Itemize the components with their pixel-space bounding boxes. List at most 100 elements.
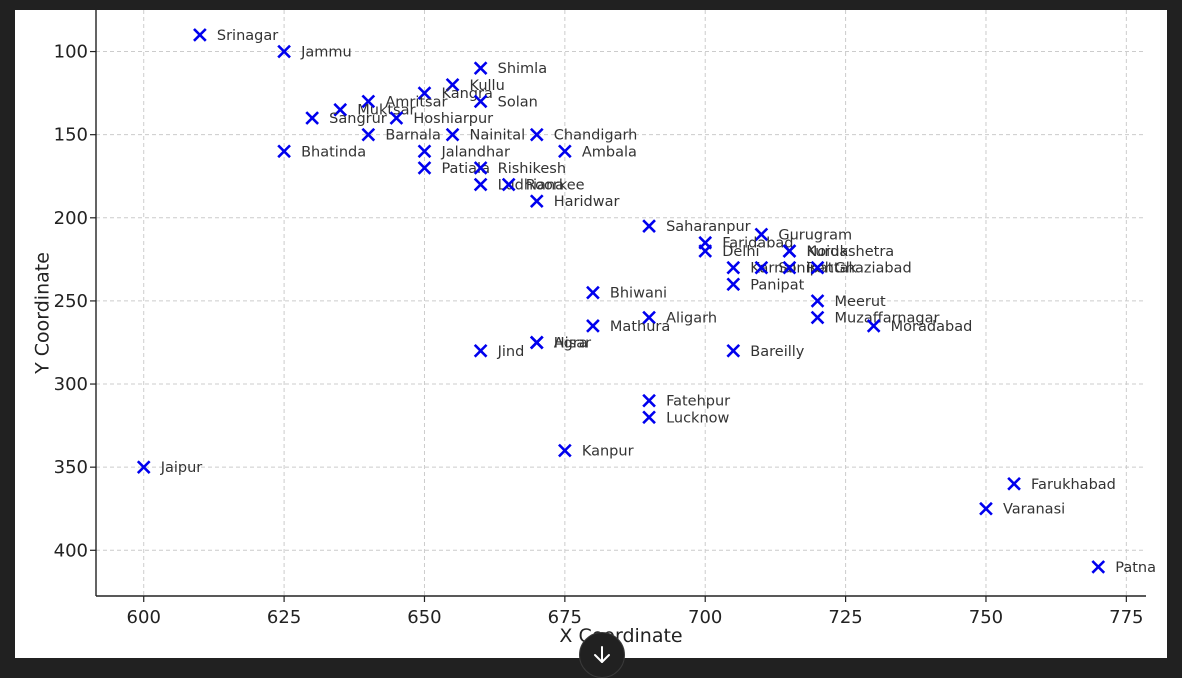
point-marker — [417, 144, 432, 159]
point-label: Solan — [498, 94, 538, 110]
point-label: Haridwar — [554, 194, 620, 210]
x-tick-label: 650 — [407, 607, 441, 628]
data-point: Hisar — [529, 335, 591, 351]
point-label: Barnala — [385, 128, 441, 144]
point-label: Roorkee — [526, 178, 585, 194]
point-marker — [754, 227, 769, 242]
point-marker — [979, 501, 993, 516]
tick-labels: 600 625 650 675 700 725 750 775 100 150 200 250 300 3… — [54, 42, 1144, 628]
data-point: Ghaziabad — [810, 260, 912, 277]
point-marker — [473, 61, 488, 76]
y-tick-label: 350 — [54, 457, 88, 478]
point-marker — [642, 219, 656, 233]
point-label: Aligarh — [666, 311, 717, 327]
point-marker — [698, 244, 713, 258]
scroll-down-button[interactable] — [579, 632, 625, 678]
data-point: Bhatinda — [277, 144, 366, 160]
point-marker — [810, 310, 825, 325]
data-point: Nainital — [445, 127, 526, 144]
point-marker — [558, 443, 572, 458]
point-marker — [1007, 476, 1021, 491]
data-point: Moradabad — [866, 319, 973, 335]
x-tick-label: 675 — [548, 607, 582, 628]
point-label: Panipat — [750, 277, 804, 293]
y-tick-label: 400 — [54, 540, 88, 561]
data-point: Lucknow — [642, 410, 730, 426]
point-label: Hoshiarpur — [413, 111, 493, 127]
point-label: Fatehpur — [666, 394, 730, 410]
point-label: Shimla — [498, 61, 547, 77]
y-tick-label: 300 — [54, 374, 88, 395]
x-tick-label: 700 — [688, 607, 722, 628]
point-label: Ghaziabad — [835, 261, 912, 277]
x-tick-label: 625 — [267, 607, 301, 628]
point-marker — [445, 127, 460, 142]
data-point: Jaipur — [136, 460, 203, 476]
data-point: Kangra — [417, 86, 493, 102]
point-marker — [810, 294, 825, 308]
point-label: Mathura — [610, 319, 670, 335]
point-marker — [305, 111, 320, 125]
point-marker — [473, 94, 488, 109]
data-point: Jind — [473, 344, 524, 360]
point-marker — [726, 260, 741, 275]
point-marker — [726, 277, 741, 292]
point-marker — [586, 285, 600, 300]
point-label: Kanpur — [582, 444, 634, 460]
point-marker — [866, 319, 881, 333]
point-label: Delhi — [722, 244, 759, 260]
data-point: Gurugram — [754, 227, 852, 243]
point-label: Bhiwani — [610, 286, 667, 302]
point-label: Chandigarh — [554, 128, 638, 144]
point-marker — [529, 127, 544, 142]
point-marker — [473, 177, 488, 192]
point-label: Varanasi — [1003, 502, 1065, 518]
point-label: Srinagar — [217, 28, 278, 44]
point-marker — [782, 260, 797, 275]
data-point: Aligarh — [642, 311, 717, 327]
point-marker — [642, 393, 656, 408]
y-tick-label: 150 — [54, 125, 88, 146]
data-point: Jammu — [277, 44, 352, 61]
data-point: Solan — [473, 94, 538, 110]
data-point: Kanpur — [558, 443, 634, 460]
x-tick-label: 775 — [1109, 607, 1143, 628]
point-label: Jaipur — [160, 460, 203, 476]
point-label: Bareilly — [750, 344, 804, 360]
point-marker — [782, 244, 797, 258]
scatter-chart: 600 625 650 675 700 725 750 775 100 150 200 250 300 3… — [32, 10, 1156, 647]
point-marker — [473, 161, 488, 175]
data-point: Varanasi — [979, 501, 1065, 518]
data-point: Shimla — [473, 61, 547, 77]
point-marker — [136, 460, 151, 475]
y-tick-label: 250 — [54, 291, 88, 312]
y-tick-label: 200 — [54, 208, 88, 229]
point-marker — [810, 260, 825, 275]
point-label: Nainital — [470, 128, 526, 144]
point-marker — [277, 144, 291, 159]
point-marker — [333, 102, 348, 117]
point-marker — [586, 319, 600, 333]
grid — [96, 10, 1146, 596]
point-label: Jammu — [300, 45, 352, 61]
data-point: Sangrur — [305, 111, 387, 127]
chart-frame: 600 625 650 675 700 725 750 775 100 150 200 250 300 3… — [15, 10, 1167, 658]
point-label: Moradabad — [891, 319, 973, 335]
data-point: Muzaffarnagar — [810, 310, 939, 327]
point-marker — [277, 44, 291, 59]
point-marker — [558, 144, 572, 159]
data-point: Rishikesh — [473, 161, 566, 177]
x-tick-label: 600 — [127, 607, 161, 628]
point-label: Saharanpur — [666, 219, 751, 235]
point-marker — [754, 260, 769, 275]
x-tick-label: 725 — [828, 607, 862, 628]
data-point: Meerut — [810, 294, 886, 310]
point-label: Jalandhar — [440, 144, 510, 160]
data-point: Saharanpur — [642, 219, 751, 235]
point-label: Farukhabad — [1031, 477, 1116, 493]
data-point: Panipat — [726, 277, 805, 293]
point-marker — [529, 194, 544, 209]
data-point: Kullu — [445, 78, 505, 94]
point-label: Rishikesh — [498, 161, 566, 177]
